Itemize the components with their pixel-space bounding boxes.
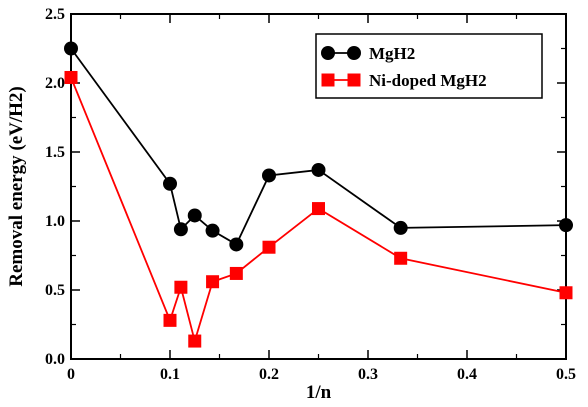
data-point-circle: [205, 223, 220, 238]
x-axis-title: 1/n: [306, 382, 332, 403]
legend-label: MgH2: [369, 44, 415, 63]
data-point-square: [262, 240, 276, 254]
data-point-circle: [163, 176, 177, 191]
x-tick-label: 0.4: [457, 366, 477, 383]
data-point-square: [312, 202, 325, 216]
data-point-square: [64, 70, 78, 84]
y-tick-label: 1.0: [45, 213, 65, 230]
x-tick-label: 0.5: [556, 366, 576, 383]
data-point-circle: [393, 220, 408, 235]
legend-item: Ni-doped MgH2: [321, 71, 487, 90]
axis-ticks: 0 0.1 0.2 0.3 0.4 0.5 0.0 0.5 1.0 1.5 2.0 2.5: [45, 6, 576, 383]
data-point-square: [229, 266, 243, 280]
x-tick-label: 0: [67, 366, 75, 383]
data-point-square: [188, 334, 202, 348]
y-tick-label: 2.5: [45, 6, 65, 23]
legend: MgH2 Ni-doped MgH2: [315, 33, 543, 99]
data-point-circle: [64, 41, 78, 56]
series-line: [70, 77, 567, 345]
series-line: [70, 47, 567, 246]
data-point-circle: [229, 237, 244, 252]
data-series: [64, 41, 573, 348]
series-group: [64, 41, 573, 252]
legend-marker: [347, 46, 361, 60]
data-point-circle: [173, 222, 188, 237]
data-point-square: [206, 275, 220, 289]
legend-marker: [347, 73, 361, 87]
legend-marker: [321, 46, 335, 60]
y-tick-label: 2.0: [45, 75, 65, 92]
y-tick-label: 0.0: [45, 351, 65, 368]
legend-item: MgH2: [321, 44, 415, 63]
data-point-circle: [311, 162, 326, 177]
data-point-square: [394, 251, 408, 265]
x-tick-label: 0.2: [259, 366, 279, 383]
series-group: [64, 70, 573, 348]
legend-items: MgH2 Ni-doped MgH2: [321, 44, 487, 90]
legend-label: Ni-doped MgH2: [369, 71, 487, 90]
y-axis-title: Removal energy (eV/H2): [6, 86, 27, 287]
y-tick-label: 1.5: [45, 144, 65, 161]
y-tick-label: 0.5: [45, 282, 65, 299]
data-point-circle: [559, 218, 573, 233]
data-point-circle: [187, 208, 202, 223]
legend-box: [315, 33, 543, 99]
data-point-square: [559, 286, 573, 300]
data-point-square: [174, 280, 188, 294]
x-tick-label: 0.3: [358, 366, 378, 383]
x-tick-label: 0.1: [160, 366, 180, 383]
legend-marker: [321, 73, 335, 87]
data-point-circle: [262, 168, 276, 183]
data-point-square: [163, 313, 177, 327]
